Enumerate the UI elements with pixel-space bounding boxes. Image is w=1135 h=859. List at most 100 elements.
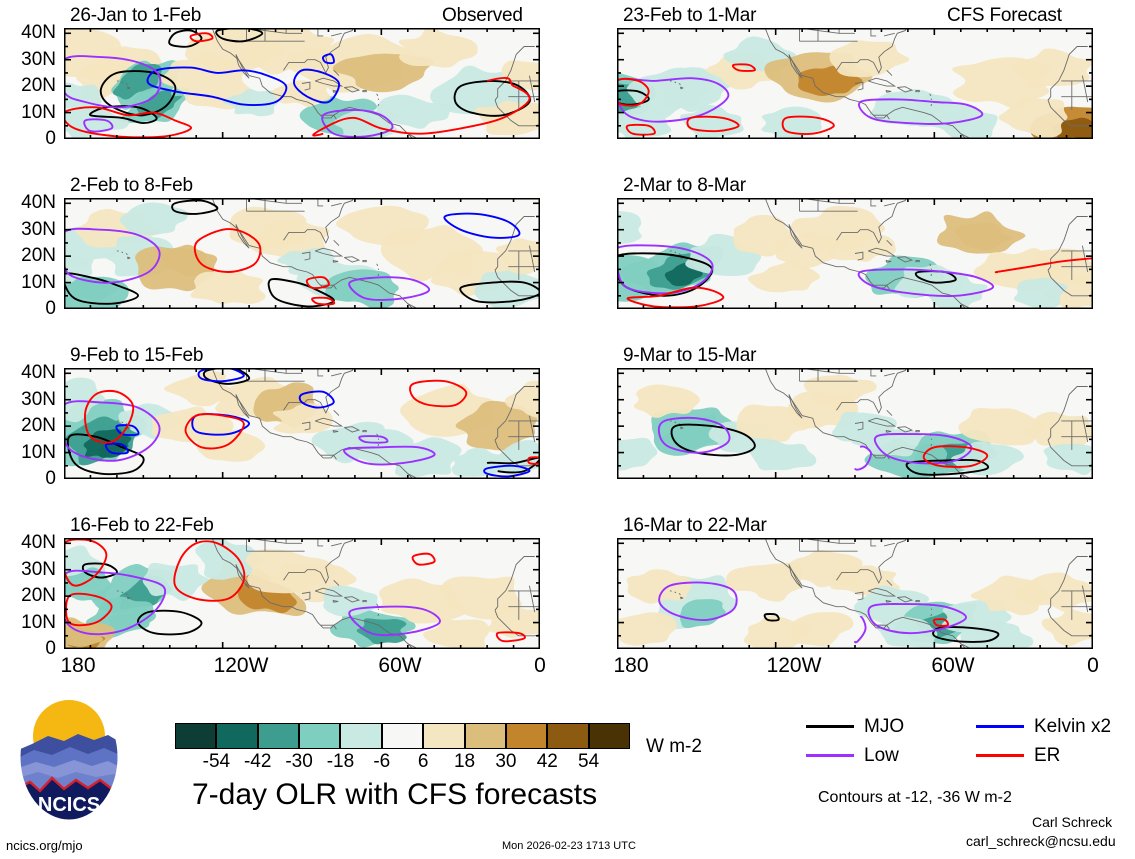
coastline — [330, 202, 342, 207]
coastline — [930, 98, 933, 101]
coastline — [333, 69, 340, 76]
colorbar-swatch-3 — [299, 723, 341, 749]
coastline — [333, 106, 414, 139]
wave-contour — [64, 272, 139, 305]
colorbar-tick-30: 30 — [495, 751, 517, 772]
olr-anomaly-shade — [190, 270, 266, 304]
coastline — [377, 103, 380, 107]
coastline — [407, 473, 420, 479]
coastline — [333, 239, 340, 246]
wave-contour — [189, 32, 214, 43]
olr-anomaly-shade — [356, 618, 407, 645]
colorbar-swatch-5 — [381, 723, 424, 749]
wave-contour — [322, 53, 335, 65]
olr-anomaly-shade — [423, 619, 490, 649]
logo-graphic: NCICS — [19, 693, 119, 821]
coastline — [407, 643, 420, 649]
olr-anomaly-shade — [1041, 609, 1093, 647]
panel-title-obs-4: 16-Feb to 22-Feb — [70, 515, 214, 536]
wave-contour — [343, 445, 436, 466]
yaxis-label-r2-40: 40N — [21, 192, 56, 214]
wave-contour — [857, 268, 995, 297]
map-fcst-2 — [617, 198, 1093, 309]
coastline — [332, 259, 339, 263]
coastline — [235, 54, 250, 79]
wave-contour — [617, 77, 650, 107]
coastline — [886, 446, 967, 479]
yaxis-label-r3-30: 30N — [21, 388, 56, 410]
units-label: W m-2 — [646, 736, 702, 757]
xaxis-label-left-2: 60W — [378, 654, 422, 677]
coastline — [1047, 216, 1088, 271]
coastline — [301, 251, 311, 261]
coastline — [788, 564, 803, 589]
coastline — [680, 426, 684, 430]
olr-anomaly-shade — [455, 400, 538, 451]
coastline — [317, 368, 324, 377]
coastline — [680, 86, 684, 90]
wave-contour — [311, 296, 336, 306]
coastline — [930, 273, 933, 277]
panel-title-obs-3: 9-Feb to 15-Feb — [70, 345, 204, 366]
wave-contour — [358, 435, 389, 444]
coastline — [678, 593, 681, 595]
yaxis-label-r4-30: 30N — [21, 558, 56, 580]
wave-contour — [874, 433, 973, 465]
wave-contour — [626, 286, 725, 309]
coastline — [883, 32, 895, 37]
olr-anomaly-shade — [487, 604, 540, 638]
coastline — [788, 394, 803, 419]
panel-title-obs-1: 26-Jan to 1-Feb — [70, 5, 202, 26]
colorbar-tick-6: 6 — [417, 751, 429, 772]
colorbar-tick-18: 18 — [453, 751, 476, 772]
wave-contour — [64, 55, 162, 109]
coastline — [764, 28, 890, 120]
olr-anomaly-shade — [634, 384, 700, 418]
wave-contour — [168, 29, 203, 48]
coastline — [301, 591, 311, 601]
wave-contour — [215, 28, 264, 43]
coastline — [886, 276, 967, 309]
coastline — [960, 303, 973, 309]
coastline — [915, 259, 920, 263]
footer-site-link[interactable]: ncics.org/mjo — [6, 838, 83, 853]
coastline — [332, 89, 339, 93]
wave-contour — [409, 379, 468, 408]
legend-line-low — [806, 754, 854, 757]
olr-anomaly-shade — [161, 247, 212, 277]
coastline — [127, 86, 131, 90]
coastline — [377, 98, 380, 101]
coastline — [317, 198, 324, 207]
coastline — [868, 247, 897, 257]
coastline — [407, 303, 420, 309]
olr-anomaly-shade — [376, 94, 453, 129]
olr-anomaly-shade — [76, 46, 162, 101]
wave-contour — [763, 613, 780, 622]
coastline — [897, 596, 914, 603]
wave-contour — [298, 390, 335, 409]
olr-anomaly-shade — [679, 599, 726, 629]
coastline — [344, 596, 361, 603]
olr-anomaly-shade — [803, 375, 877, 408]
olr-anomaly-shade — [617, 437, 658, 471]
xaxis-label-right-2: 60W — [931, 654, 975, 677]
panel-title-fcst-1: 23-Feb to 1-Mar — [623, 5, 757, 26]
xaxis-label-right-3: 0 — [1087, 654, 1099, 677]
coastline — [211, 28, 337, 120]
olr-anomaly-shade — [64, 82, 102, 109]
coastline — [870, 198, 877, 207]
author-email: carl_schreck@ncsu.edu — [966, 833, 1116, 849]
wave-contour — [184, 413, 245, 450]
olr-anomaly-shade — [1013, 277, 1068, 309]
olr-anomaly-shade — [1013, 48, 1093, 88]
yaxis-label-r2-0: 0 — [45, 298, 56, 319]
coastline — [344, 256, 361, 263]
coastline — [121, 81, 124, 84]
olr-anomaly-shade — [504, 380, 540, 419]
wave-contour — [658, 581, 738, 622]
coastline — [886, 69, 893, 76]
coastline — [283, 368, 355, 414]
yaxis-label-r3-20: 20N — [21, 415, 56, 437]
coastline — [211, 538, 337, 630]
wave-contour — [459, 280, 540, 304]
